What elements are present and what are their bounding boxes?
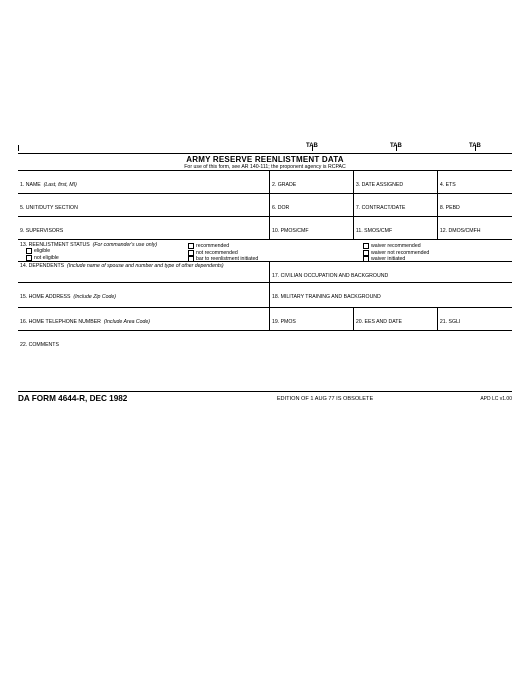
footer: DA FORM 4644-R, DEC 1982 EDITION OF 1 AU… (18, 391, 512, 403)
tab-cell-4: TAB (438, 144, 512, 153)
label: 15. HOME ADDRESS (Include Zip Code) (20, 294, 116, 300)
field-supervisors[interactable]: 9. SUPERVISORS (18, 217, 270, 239)
label: 17. CIVILIAN OCCUPATION AND BACKGROUND (272, 273, 388, 279)
label: 22. COMMENTS (20, 342, 59, 348)
label: 1. NAME (Last, first, MI) (20, 182, 77, 188)
field-dor[interactable]: 6. DOR (270, 194, 354, 216)
row-1: 1. NAME (Last, first, MI) 2. GRADE 3. DA… (18, 170, 512, 193)
form-number: DA FORM 4644-R, DEC 1982 (18, 394, 198, 403)
field-date-assigned[interactable]: 3. DATE ASSIGNED (354, 171, 438, 193)
cb-label: bar to reenlistment initiated (196, 256, 258, 263)
field-dmos-cmfh[interactable]: 12. DMOS/CMFH (438, 217, 512, 239)
tab-cell-2: TAB (270, 144, 354, 153)
title-block: ARMY RESERVE REENLISTMENT DATA For use o… (18, 153, 512, 170)
field-sgli[interactable]: 21. SGLI (438, 308, 512, 330)
row-15-18: 15. HOME ADDRESS (Include Zip Code) 18. … (18, 282, 512, 307)
field-home-phone[interactable]: 16. HOME TELEPHONE NUMBER (Include Area … (18, 308, 270, 330)
label: 12. DMOS/CMFH (440, 228, 481, 234)
field-grade[interactable]: 2. GRADE (270, 171, 354, 193)
tab-marker-row: TAB TAB TAB (18, 144, 512, 153)
tab-cell-1 (18, 144, 270, 153)
cb-group-col3: waiver recommended waiver not recommende… (363, 243, 429, 263)
field-contract-date[interactable]: 7. CONTRACT/DATE (354, 194, 438, 216)
field-pmos-cmf[interactable]: 10. PMOS/CMF (270, 217, 354, 239)
checkbox-eligible[interactable] (26, 248, 32, 254)
label: 5. UNIT/DUTY SECTION (20, 205, 78, 211)
apd-version: APD LC v1.00 (452, 394, 512, 402)
field-ets[interactable]: 4. ETS (438, 171, 512, 193)
form-title: ARMY RESERVE REENLISTMENT DATA (18, 155, 512, 164)
field-pebd[interactable]: 8. PEBD (438, 194, 512, 216)
page: TAB TAB TAB ARMY RESERVE REENLISTMENT DA… (0, 0, 530, 696)
field-military-training[interactable]: 18. MILITARY TRAINING AND BACKGROUND (270, 283, 512, 307)
row-14-17: 14. DEPENDENTS (Include name of spouse a… (18, 261, 512, 282)
cb-label: not eligible (34, 255, 59, 262)
field-dependents[interactable]: 14. DEPENDENTS (Include name of spouse a… (18, 262, 270, 282)
field-civilian-occ[interactable]: 17. CIVILIAN OCCUPATION AND BACKGROUND (270, 262, 512, 282)
label: 4. ETS (440, 182, 456, 188)
tick-icon (312, 145, 313, 151)
label: 9. SUPERVISORS (20, 228, 63, 234)
row-reenlistment-status: 13. REENLISTMENT STATUS (For commander's… (18, 239, 512, 261)
label: 10. PMOS/CMF (272, 228, 309, 234)
label: 3. DATE ASSIGNED (356, 182, 403, 188)
tick-icon (18, 145, 19, 151)
cb-group-col1: eligible not eligible (26, 248, 59, 261)
checkbox-waiver-not-rec[interactable] (363, 250, 369, 256)
label: 16. HOME TELEPHONE NUMBER (Include Area … (20, 319, 150, 325)
field-home-address[interactable]: 15. HOME ADDRESS (Include Zip Code) (18, 283, 270, 307)
row-comments: 22. COMMENTS (18, 330, 512, 391)
label: 6. DOR (272, 205, 289, 211)
checkbox-not-eligible[interactable] (26, 255, 32, 261)
row-16-19-20-21: 16. HOME TELEPHONE NUMBER (Include Area … (18, 307, 512, 330)
label: 14. DEPENDENTS (Include name of spouse a… (20, 264, 267, 270)
label: 13. REENLISTMENT STATUS (For commander's… (20, 242, 157, 248)
label: 2. GRADE (272, 182, 296, 188)
cb-group-col2: recommended not recommended bar to reenl… (188, 243, 258, 263)
checkbox-bar[interactable] (188, 256, 194, 262)
tick-icon (396, 145, 397, 151)
whitespace-top (18, 0, 512, 144)
label: 19. PMOS (272, 319, 296, 325)
label: 18. MILITARY TRAINING AND BACKGROUND (272, 294, 381, 300)
label: 7. CONTRACT/DATE (356, 205, 405, 211)
field-pmos[interactable]: 19. PMOS (270, 308, 354, 330)
cb-label: waiver initiated (371, 256, 405, 263)
checkbox-recommended[interactable] (188, 243, 194, 249)
checkbox-not-recommended[interactable] (188, 250, 194, 256)
checkbox-waiver-rec[interactable] (363, 243, 369, 249)
tab-cell-3: TAB (354, 144, 438, 153)
label: 20. EES AND DATE (356, 319, 402, 325)
label: 11. SMOS/CMF (356, 228, 392, 234)
row-2: 5. UNIT/DUTY SECTION 6. DOR 7. CONTRACT/… (18, 193, 512, 216)
label: 21. SGLI (440, 319, 460, 325)
checkbox-waiver-init[interactable] (363, 256, 369, 262)
field-smos-cmf[interactable]: 11. SMOS/CMF (354, 217, 438, 239)
row-3: 9. SUPERVISORS 10. PMOS/CMF 11. SMOS/CMF… (18, 216, 512, 239)
field-unit-duty[interactable]: 5. UNIT/DUTY SECTION (18, 194, 270, 216)
field-ees-date[interactable]: 20. EES AND DATE (354, 308, 438, 330)
edition-note: EDITION OF 1 AUG 77 IS OBSOLETE (198, 394, 452, 402)
field-name[interactable]: 1. NAME (Last, first, MI) (18, 171, 270, 193)
label: 8. PEBD (440, 205, 460, 211)
tick-icon (475, 145, 476, 151)
field-comments[interactable]: 22. COMMENTS (18, 331, 512, 391)
